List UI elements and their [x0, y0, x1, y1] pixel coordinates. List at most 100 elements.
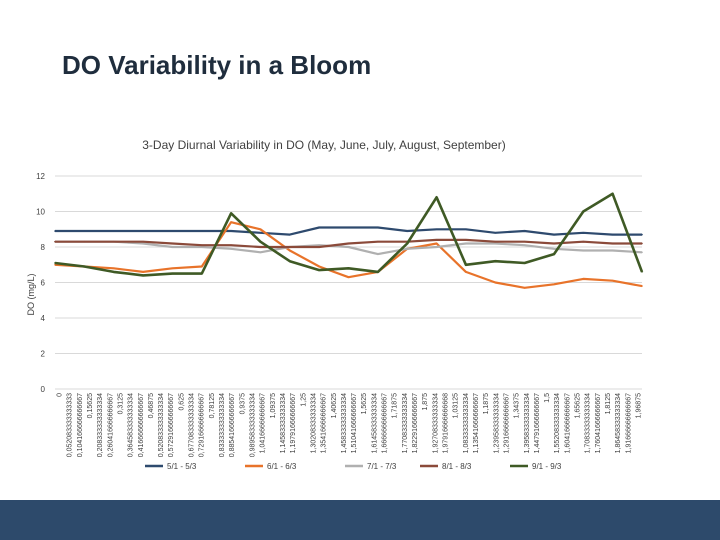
data-point — [611, 249, 614, 252]
x-tick-label: 0,520833333333334 — [158, 393, 165, 457]
data-point — [171, 267, 174, 270]
x-tick-label: 1,14583333333334 — [280, 393, 287, 453]
y-tick-label: 6 — [41, 279, 46, 288]
x-tick-label: 0,208333333333334 — [97, 393, 104, 457]
data-point — [523, 244, 526, 247]
x-tick-label: 0,9375 — [239, 393, 246, 415]
data-point — [200, 246, 203, 248]
data-point — [465, 228, 467, 231]
data-point — [259, 240, 262, 243]
data-point — [523, 262, 526, 264]
data-point — [377, 271, 379, 273]
data-point — [641, 271, 643, 273]
data-point — [142, 240, 144, 243]
chart-title: 3-Day Diurnal Variability in DO (May, Ju… — [142, 138, 505, 152]
data-point — [377, 253, 379, 255]
x-tick-label: 0,989583333333334 — [250, 393, 257, 457]
x-tick-label: 0,3125 — [117, 393, 124, 415]
data-point — [83, 230, 86, 232]
x-tick-label: 1,45833333333334 — [341, 393, 348, 453]
x-tick-label: 1,97916666666668 — [443, 393, 450, 453]
data-point — [465, 242, 467, 245]
data-point — [142, 230, 144, 232]
x-tick-label: 1,23958333333334 — [493, 393, 500, 453]
data-point — [377, 240, 379, 243]
x-tick-label: 1,39583333333334 — [524, 393, 531, 453]
data-point — [171, 246, 174, 248]
x-tick-label: 1,29166666666667 — [503, 393, 510, 453]
y-tick-label: 0 — [41, 385, 46, 394]
y-tick-label: 10 — [36, 208, 45, 217]
x-axis: 0 0,052083333333333 0,104166666666667 0,156… — [57, 393, 643, 457]
y-axis-title: DO (mg/L) — [26, 273, 36, 315]
x-tick-label: 1,91666666666667 — [625, 393, 632, 453]
data-point — [465, 239, 467, 241]
y-tick-label: 8 — [41, 243, 46, 252]
x-tick-label: 1,66666666666667 — [382, 393, 389, 453]
data-point — [435, 196, 438, 199]
data-point — [200, 244, 203, 247]
x-tick-label: 1,61458333333334 — [371, 393, 378, 453]
data-point — [200, 230, 203, 232]
x-tick-label: 0,729166666666667 — [199, 393, 206, 457]
data-point — [259, 232, 262, 234]
data-point — [582, 232, 585, 234]
legend: 5/1 - 5/3 6/1 - 6/3 7/1 - 7/3 8/1 - 8/3 9/1 … — [145, 462, 562, 471]
data-point — [171, 272, 174, 275]
y-axis: 0 2 4 6 8 10 12 — [36, 172, 45, 394]
x-tick-label: 1,34375 — [514, 393, 521, 418]
data-point — [289, 233, 291, 236]
x-tick-label: 0,15625 — [87, 393, 94, 418]
x-tick-label: 1,5 — [544, 393, 551, 403]
data-point — [318, 244, 320, 247]
data-point — [347, 246, 350, 248]
data-point — [611, 279, 614, 282]
data-point — [54, 230, 56, 232]
data-point — [553, 253, 555, 255]
y-tick-label: 2 — [41, 350, 46, 359]
x-tick-label: 0,885416666666667 — [229, 393, 236, 457]
data-point — [171, 242, 174, 245]
data-point — [289, 246, 291, 248]
data-point — [54, 262, 56, 264]
data-point — [494, 260, 497, 263]
data-point — [318, 226, 320, 229]
data-point — [582, 249, 585, 252]
data-point — [406, 247, 409, 250]
x-tick-label: 0,572916666666667 — [168, 393, 175, 457]
data-point — [523, 230, 526, 232]
x-tick-label: 1,71875 — [392, 393, 399, 418]
data-point — [435, 239, 438, 241]
data-point — [171, 230, 174, 232]
x-tick-label: 1,65625 — [575, 393, 582, 418]
x-tick-label: 1,82291666666667 — [412, 393, 419, 453]
data-point — [465, 271, 467, 273]
data-point — [611, 242, 614, 245]
data-point — [641, 251, 643, 254]
x-tick-label: 0,104166666666667 — [77, 393, 84, 457]
data-point — [230, 244, 232, 247]
data-point — [553, 233, 555, 236]
data-point — [611, 233, 614, 236]
data-point — [83, 240, 86, 243]
x-tick-label: 1,875 — [422, 393, 429, 411]
data-point — [142, 274, 144, 277]
data-point — [289, 249, 291, 252]
x-tick-label: 1,51041666666667 — [351, 393, 358, 453]
data-point — [406, 242, 409, 245]
x-tick-label: 1,77083333333334 — [402, 393, 409, 453]
data-point — [553, 247, 555, 250]
data-point — [377, 226, 379, 229]
data-point — [641, 242, 643, 245]
data-point — [435, 242, 438, 245]
legend-label: 6/1 - 6/3 — [267, 462, 297, 471]
data-point — [318, 269, 320, 271]
x-tick-label: 0,416666666666667 — [138, 393, 145, 457]
x-tick-label: 1,92708333333334 — [432, 393, 439, 453]
x-tick-label: 1,60416666666667 — [564, 393, 571, 453]
x-tick-label: 1,44791666666667 — [534, 393, 541, 453]
data-point — [523, 240, 526, 243]
x-tick-label: 1,5625 — [361, 393, 368, 415]
data-point — [494, 281, 497, 284]
chart-gridlines — [55, 175, 642, 390]
